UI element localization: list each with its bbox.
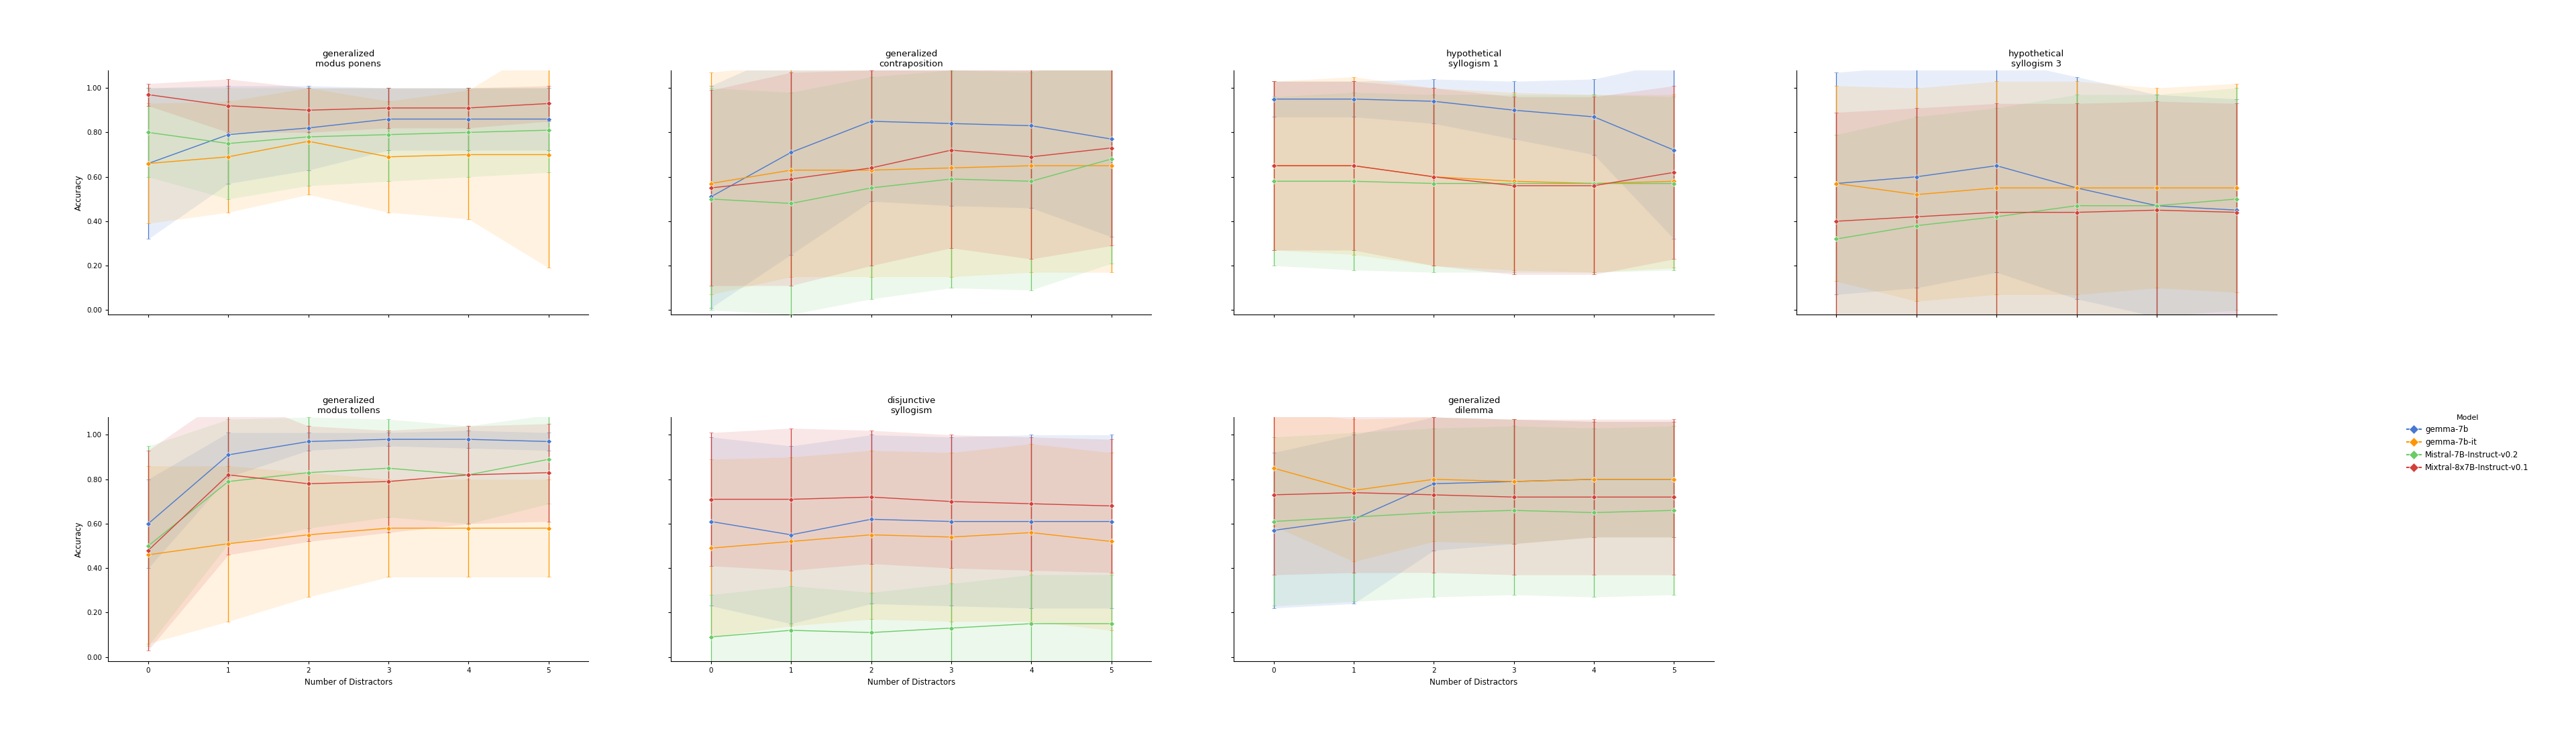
Title: generalized
contraposition: generalized contraposition [878, 50, 943, 69]
X-axis label: Number of Distractors: Number of Distractors [304, 678, 392, 687]
Legend: gemma-7b, gemma-7b-it, Mistral-7B-Instruct-v0.2, Mixtral-8x7B-Instruct-v0.1: gemma-7b, gemma-7b-it, Mistral-7B-Instru… [2406, 415, 2530, 472]
Title: disjunctive
syllogism: disjunctive syllogism [886, 397, 935, 415]
Y-axis label: Accuracy: Accuracy [75, 521, 82, 557]
Title: generalized
modus ponens: generalized modus ponens [317, 50, 381, 69]
X-axis label: Number of Distractors: Number of Distractors [1430, 678, 1517, 687]
Title: hypothetical
syllogism 3: hypothetical syllogism 3 [2009, 50, 2063, 69]
X-axis label: Number of Distractors: Number of Distractors [868, 678, 956, 687]
Y-axis label: Accuracy: Accuracy [75, 174, 82, 211]
Title: hypothetical
syllogism 1: hypothetical syllogism 1 [1445, 50, 1502, 69]
Title: generalized
dilemma: generalized dilemma [1448, 397, 1499, 415]
Title: generalized
modus tollens: generalized modus tollens [317, 397, 379, 415]
